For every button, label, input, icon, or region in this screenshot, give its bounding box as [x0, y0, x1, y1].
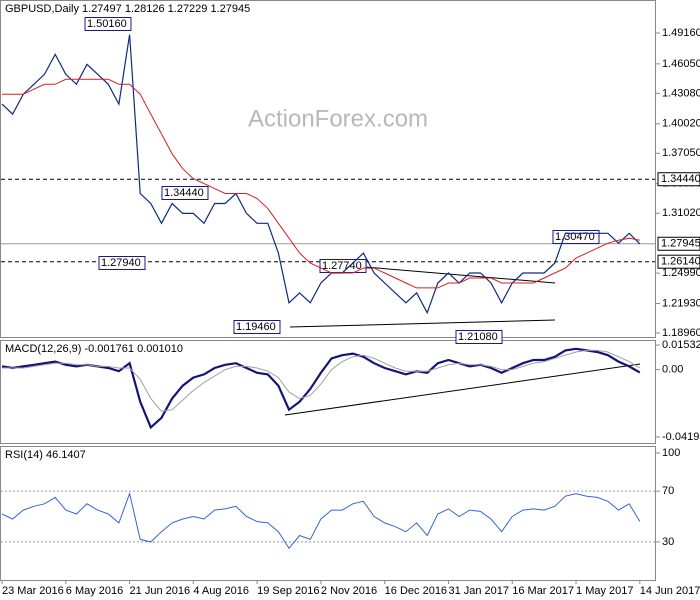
macd-panel — [0, 340, 656, 444]
y-tick-label: 30 — [662, 536, 674, 548]
level-box — [657, 172, 700, 187]
x-tick-label: 2 Nov 2016 — [321, 585, 377, 597]
rsi-panel — [0, 446, 656, 581]
level-label: 1.26140 — [661, 256, 700, 268]
y-tick-label: 70 — [662, 485, 674, 497]
y-tick-label: 1.37050 — [662, 147, 700, 159]
x-tick-label: 16 Dec 2016 — [385, 585, 447, 597]
y-tick-label: 0.015325 — [662, 339, 700, 351]
watermark: ActionForex.com — [248, 105, 428, 132]
price-panel — [0, 0, 656, 338]
x-tick-label: 19 Sep 2016 — [257, 585, 319, 597]
x-tick-label: 21 Jun 2016 — [130, 585, 191, 597]
y-tick-label: 1.24990 — [662, 267, 700, 279]
x-tick-label: 1 May 2017 — [576, 585, 633, 597]
x-tick-label: 14 Jun 2017 — [640, 585, 700, 597]
series-line — [2, 349, 641, 412]
level-label: 1.34440 — [661, 173, 700, 185]
x-tick-label: 16 Mar 2017 — [512, 585, 574, 597]
trendline — [289, 319, 556, 328]
y-tick-label: 1.49160 — [662, 27, 700, 39]
y-tick-label: 1.18960 — [662, 327, 700, 339]
y-tick-label: 1.21930 — [662, 297, 700, 309]
annotation-box — [161, 186, 209, 200]
annotation: 1.21080 — [458, 331, 498, 343]
annotation-box — [98, 256, 146, 270]
x-tick-label: 4 Aug 2016 — [193, 585, 249, 597]
annotation: 1.27940 — [101, 257, 141, 269]
annotation-box — [233, 320, 281, 334]
y-tick-label: 1.31020 — [662, 207, 700, 219]
y-tick-label: 1.46050 — [662, 58, 700, 70]
level-label: 1.27945 — [661, 238, 700, 250]
annotation: 1.34440 — [164, 187, 204, 199]
series-line — [1, 491, 641, 550]
series-line — [1, 34, 641, 315]
y-tick-label: 1.43080 — [662, 87, 700, 99]
trendline — [364, 266, 556, 284]
panel-title: MACD(12,26,9) -0.001761 0.001010 — [5, 343, 183, 355]
annotation: 1.19460 — [236, 321, 276, 333]
chart-title: GBPUSD,Daily 1.27497 1.28126 1.27229 1.2… — [5, 3, 250, 15]
x-tick-label: 23 Mar 2016 — [2, 585, 64, 597]
panel-title: RSI(14) 46.1407 — [5, 449, 86, 461]
x-tick-label: 31 Jan 2017 — [448, 585, 509, 597]
annotation: 1.27740 — [322, 260, 362, 272]
y-tick-label: 1.40020 — [662, 118, 700, 130]
series-line — [2, 78, 640, 289]
annotation-box — [84, 17, 132, 31]
x-tick-label: 6 May 2016 — [66, 585, 123, 597]
trendline — [284, 363, 641, 416]
annotation-box — [455, 330, 503, 344]
annotation: 1.50160 — [87, 18, 127, 30]
level-box — [657, 236, 700, 251]
y-tick-label: -0.041959 — [662, 431, 700, 443]
y-tick-label: 100 — [662, 447, 680, 459]
level-box — [657, 254, 700, 269]
series-line — [1, 347, 641, 430]
y-tick-label: 0.00 — [662, 364, 683, 376]
